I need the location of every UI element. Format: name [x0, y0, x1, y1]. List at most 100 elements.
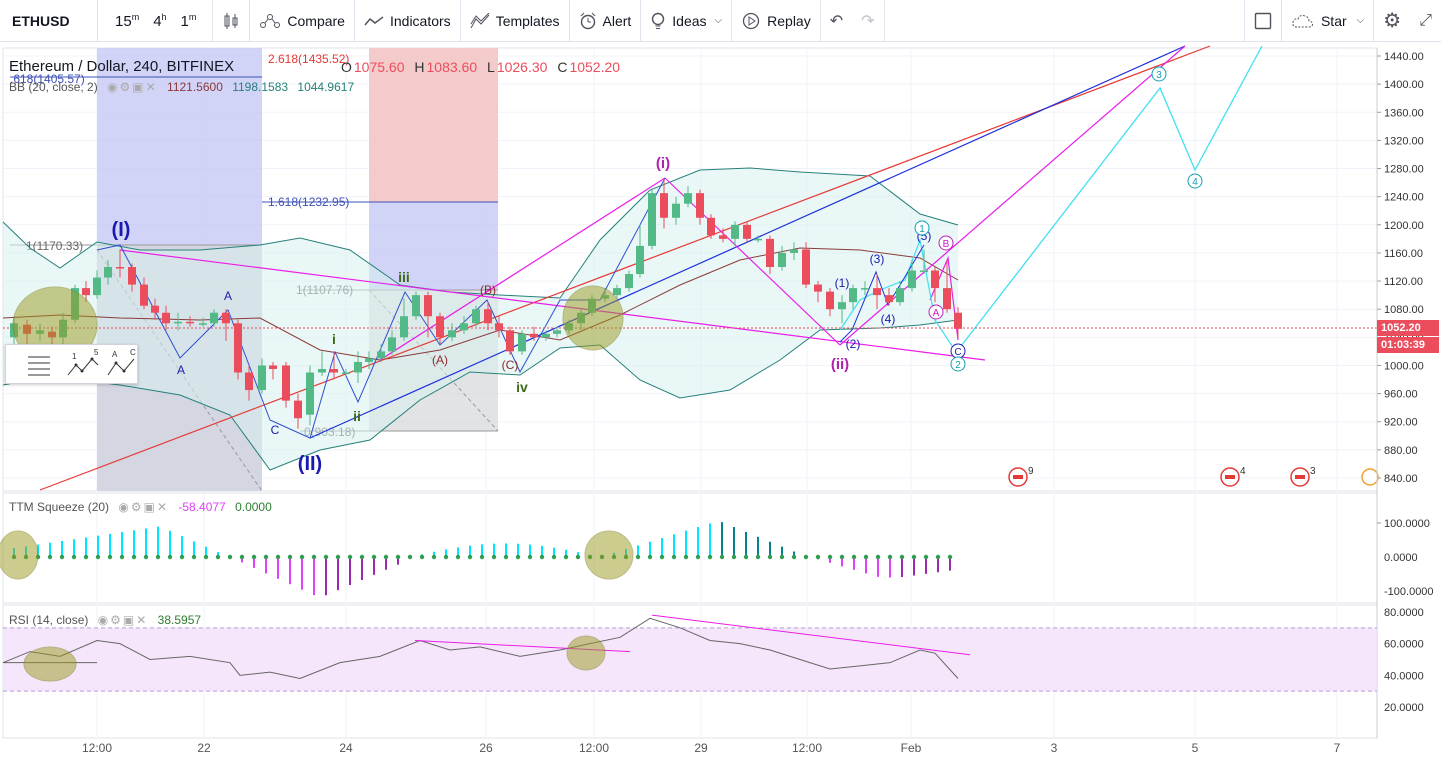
- candle-body: [116, 267, 124, 269]
- rsi-pane: 80.0000 60.0000 40.0000 20.0000: [2, 607, 1424, 714]
- event-marker-orange: [1361, 468, 1379, 486]
- symbol-search[interactable]: ETHUSD: [0, 0, 98, 42]
- time-tick-label: 12:00: [82, 741, 112, 755]
- rsi-controls[interactable]: ◉⚙▣✕: [97, 613, 149, 627]
- wave-label: (C): [502, 358, 519, 372]
- ttm-dot: [707, 554, 713, 560]
- ttm-controls[interactable]: ◉⚙▣✕: [118, 500, 170, 514]
- indicators-label: Indicators: [389, 12, 451, 29]
- candle-body: [553, 330, 561, 334]
- ttm-dot: [467, 554, 473, 560]
- menu-icon[interactable]: [28, 356, 50, 376]
- wave-label: (i): [656, 155, 670, 172]
- candle-body: [518, 333, 526, 352]
- fib-label: .618(1405.57): [10, 72, 85, 86]
- wave-label: (ii): [831, 356, 849, 373]
- ttm-value-2: 0.0000: [235, 500, 272, 514]
- candle-body: [684, 193, 692, 204]
- alert-button[interactable]: Alert: [570, 0, 642, 42]
- price-tick-label: 920.00: [1384, 417, 1418, 429]
- ttm-dot: [419, 554, 425, 560]
- ttm-dot: [215, 554, 221, 560]
- replay-button[interactable]: Replay: [732, 0, 821, 42]
- rsi-tick-label: 60.0000: [1384, 639, 1424, 651]
- interval-15m[interactable]: 15m: [115, 11, 140, 30]
- ttm-dot: [683, 554, 689, 560]
- expand-button[interactable]: ⤢: [1410, 0, 1441, 42]
- candle-body: [849, 288, 857, 303]
- ttm-dot: [395, 554, 401, 560]
- bb-controls[interactable]: ◉⚙▣✕: [107, 80, 158, 94]
- ttm-dot: [947, 554, 953, 560]
- ttm-dot: [359, 554, 365, 560]
- drawing-tools-panel: 1 5 A C: [5, 344, 138, 384]
- time-tick-label: Feb: [901, 741, 922, 755]
- fib-label: 2.618(1435.52): [268, 52, 349, 66]
- ttm-dot: [71, 554, 77, 560]
- templates-button[interactable]: Templates: [461, 0, 570, 42]
- settings-button[interactable]: ⚙: [1374, 0, 1410, 42]
- price-axis[interactable]: 1440.00 1400.00 1360.00 1320.00 1280.00 1240.…: [1376, 48, 1424, 738]
- candle-body: [908, 270, 916, 289]
- ttm-dot: [479, 554, 485, 560]
- ttm-dot: [887, 554, 893, 560]
- candle-body: [931, 270, 939, 289]
- ttm-dot: [179, 554, 185, 560]
- interval-4h[interactable]: 4h: [153, 11, 167, 30]
- candle-body: [790, 249, 798, 253]
- chart-canvas[interactable]: 2.618(1435.52) .618(1405.57) 1.618(1232.95…: [0, 42, 1441, 762]
- elliott-correction-icon[interactable]: A C: [107, 348, 136, 376]
- star-button[interactable]: Star ⌵: [1282, 0, 1375, 42]
- candle-body: [506, 330, 514, 352]
- tool-label-5: 5: [94, 348, 99, 357]
- compare-button[interactable]: Compare: [250, 0, 355, 42]
- interval-1m[interactable]: 1m: [180, 11, 197, 30]
- candle-body: [472, 309, 480, 324]
- wave-label: A: [177, 363, 185, 377]
- bb-legend: BB (20, close, 2) ◉⚙▣✕ 1121.5600 1198.15…: [9, 80, 360, 94]
- price-tick-label: 1280.00: [1384, 164, 1424, 176]
- ttm-dot: [383, 554, 389, 560]
- indicators-button[interactable]: Indicators: [355, 0, 461, 42]
- ttm-dot: [755, 554, 761, 560]
- wave-label: iii: [398, 269, 410, 285]
- gear-icon: ⚙: [1383, 10, 1402, 32]
- ttm-dot: [695, 554, 701, 560]
- ttm-dot: [155, 554, 161, 560]
- elliott-impulse-icon[interactable]: 1 5: [67, 348, 99, 376]
- highlight-ellipse: [562, 285, 624, 351]
- wave-label: (A): [432, 353, 448, 367]
- open-value: 1075.60: [353, 59, 405, 75]
- candle-body: [210, 312, 218, 324]
- candle-body: [826, 291, 834, 310]
- candle-body: [873, 288, 881, 296]
- interval-group: 15m 4h 1m: [98, 0, 212, 42]
- event-count-label: 3: [1310, 466, 1316, 477]
- ideas-button[interactable]: Ideas ⌵: [641, 0, 733, 42]
- candle-body: [530, 333, 538, 338]
- undo-button[interactable]: ↶: [821, 0, 852, 42]
- candle-body: [625, 274, 633, 289]
- fullscreen-toggle-button[interactable]: [1243, 0, 1282, 42]
- ttm-dot: [59, 554, 65, 560]
- candle-body: [234, 323, 242, 373]
- circle-label-ring: [938, 235, 954, 251]
- chart-type-button[interactable]: [212, 0, 251, 42]
- main-legend: Ethereum / Dollar, 240, BITFINEX: [9, 58, 240, 75]
- candle-body: [162, 312, 170, 324]
- low-value: 1026.30: [496, 59, 548, 75]
- cloud-icon: [1292, 14, 1314, 27]
- ttm-dot: [347, 554, 353, 560]
- price-tick-label: 1440.00: [1384, 51, 1424, 63]
- candle-body: [128, 267, 136, 285]
- close-value: 1052.20: [569, 59, 621, 75]
- candle-body: [484, 309, 492, 324]
- time-axis[interactable]: 12:00 22 24 26 12:00 29 12:00 Feb 3 5 7: [82, 741, 1341, 755]
- bb-label: BB (20, close, 2): [9, 80, 98, 94]
- ttm-dot: [659, 554, 665, 560]
- redo-button[interactable]: ↷: [852, 0, 885, 42]
- candle-body: [282, 365, 290, 401]
- circle-label: A: [933, 308, 940, 319]
- expand-icon: ⤢: [1419, 11, 1432, 29]
- rsi-divergence-line-2: [651, 614, 971, 656]
